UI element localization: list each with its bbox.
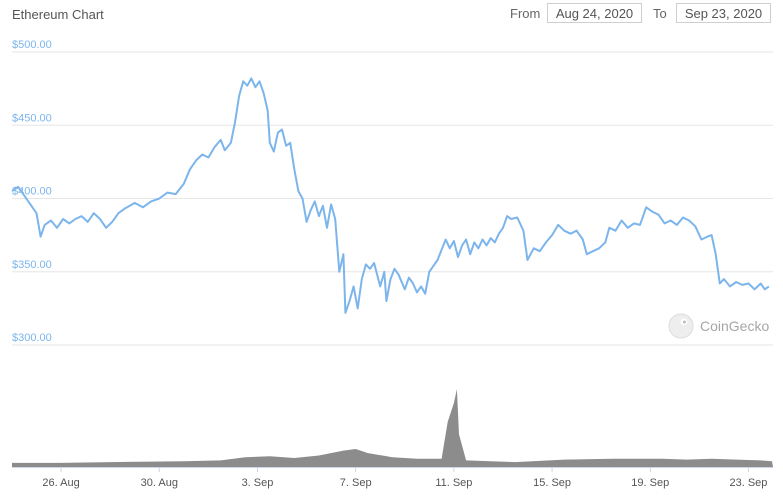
- to-label: To: [653, 6, 667, 21]
- x-tick-label: 7. Sep: [340, 477, 372, 489]
- x-tick-label: 23. Sep: [729, 477, 767, 489]
- chart-title: Ethereum Chart: [12, 7, 104, 22]
- from-label: From: [510, 6, 541, 21]
- coingecko-credit: CoinGecko: [668, 313, 769, 339]
- x-tick-label: 11. Sep: [435, 477, 472, 489]
- from-date-input[interactable]: Aug 24, 2020: [547, 3, 642, 23]
- y-tick-label: $300.00: [12, 332, 52, 344]
- y-tick-label: $450.00: [12, 112, 52, 124]
- x-tick-label: 19. Sep: [631, 477, 669, 489]
- coingecko-logo-icon: [668, 313, 694, 339]
- volume-area: [12, 389, 773, 467]
- x-tick-label: 3. Sep: [242, 477, 274, 489]
- y-tick-label: $400.00: [12, 186, 52, 198]
- x-tick-label: 30. Aug: [141, 477, 178, 489]
- x-axis-ticks: 26. Aug 30. Aug 3. Sep 7. Sep 11. Sep 15. Sep…: [42, 467, 767, 489]
- y-tick-label: $350.00: [12, 259, 52, 271]
- y-axis-ticks: $300.00 $350.00 $400.00 $450.00 $500.00: [12, 39, 52, 344]
- grid-lines: [12, 51, 773, 346]
- to-date-input[interactable]: Sep 23, 2020: [676, 3, 771, 23]
- credit-text: CoinGecko: [700, 318, 769, 334]
- price-line: [11, 77, 770, 314]
- x-tick-label: 26. Aug: [42, 477, 79, 489]
- y-tick-label: $500.00: [12, 39, 52, 51]
- x-tick-label: 15. Sep: [533, 477, 571, 489]
